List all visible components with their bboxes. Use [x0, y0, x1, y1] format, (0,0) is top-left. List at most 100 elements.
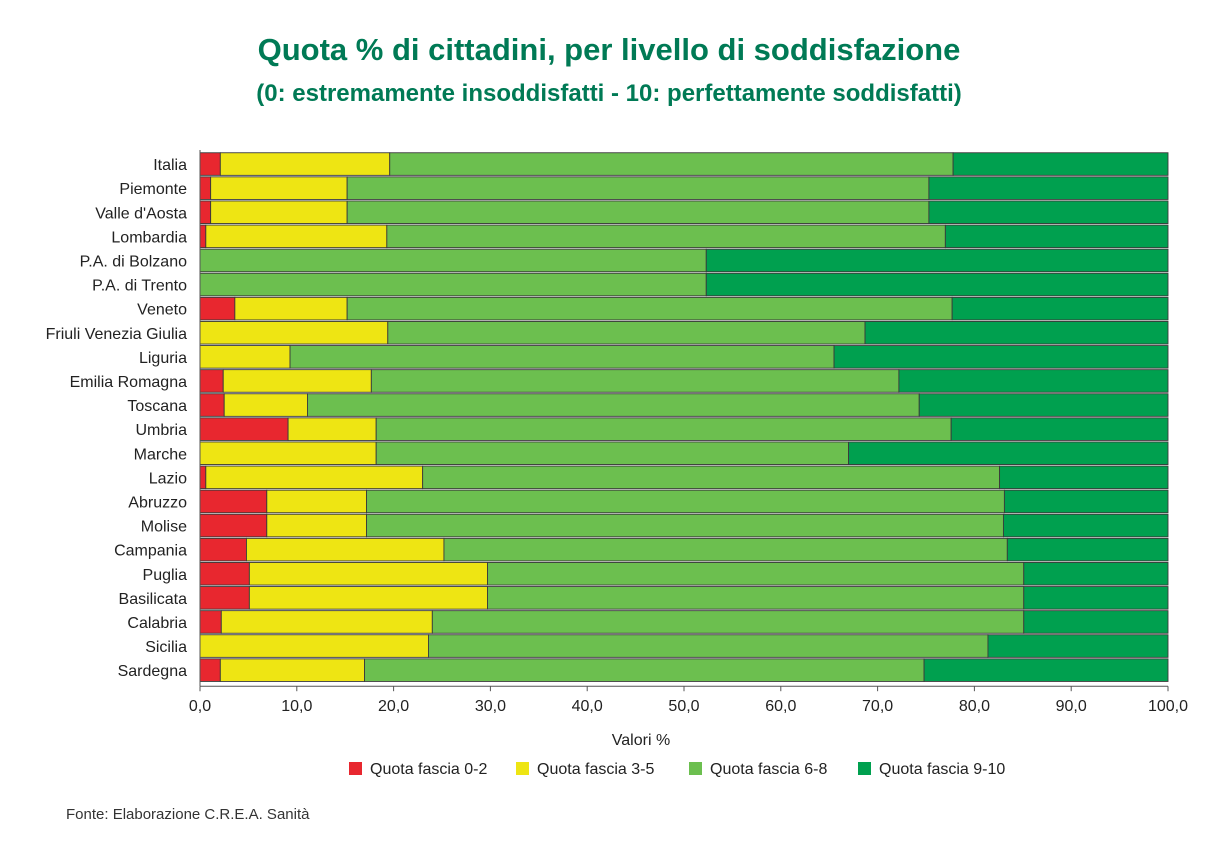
category-label: Lazio	[149, 470, 187, 487]
legend-label: Quota fascia 9-10	[879, 761, 1005, 778]
bar-marche-series-1	[199, 441, 377, 466]
bar-sicilia-series-3	[987, 634, 1169, 658]
x-tick-label: 100,0	[1148, 698, 1188, 715]
bar-valle-d-aosta-series-0	[199, 200, 212, 224]
bar-sardegna-series-0	[199, 658, 221, 682]
x-tick-label: 70,0	[862, 698, 893, 715]
bar-basilicata-series-0	[199, 586, 250, 610]
chart-subtitle: (0: estremamente insoddisfatti - 10: per…	[256, 80, 962, 107]
bar-sardegna-series-1	[219, 658, 366, 682]
category-label: Marche	[134, 446, 187, 463]
bar-puglia-series-1	[248, 562, 488, 586]
bar-lombardia-series-0	[199, 224, 207, 249]
x-tick-label: 50,0	[668, 698, 699, 715]
bar-lazio-series-2	[422, 465, 1001, 490]
bar-campania-series-1	[246, 537, 445, 562]
x-tick-label: 80,0	[959, 698, 990, 715]
bar-lazio-series-0	[199, 465, 207, 490]
bar-veneto-series-2	[346, 296, 953, 321]
bars-group	[199, 152, 1169, 682]
bar-abruzzo-series-1	[266, 489, 367, 514]
bar-sardegna-series-2	[364, 658, 925, 682]
category-label: Italia	[153, 157, 187, 174]
bar-umbria-series-0	[199, 417, 289, 441]
bar-toscana-series-1	[223, 393, 308, 417]
bar-emilia-romagna-series-3	[898, 369, 1169, 393]
bar-abruzzo-series-3	[1003, 489, 1169, 514]
bar-p-a-di-bolzano-series-3	[705, 248, 1169, 273]
bar-molise-series-1	[266, 513, 367, 538]
legend-label: Quota fascia 0-2	[370, 761, 488, 778]
bar-molise-series-2	[366, 513, 1004, 538]
bar-friuli-venezia-giulia-series-1	[199, 321, 389, 345]
bar-toscana-series-2	[307, 393, 920, 417]
category-label: P.A. di Bolzano	[80, 253, 187, 270]
bar-campania-series-3	[1006, 537, 1169, 562]
bar-italia-series-3	[952, 152, 1169, 176]
bar-liguria-series-1	[199, 345, 291, 369]
bar-liguria-series-2	[289, 345, 835, 369]
x-axis: 0,0 10,0 20,0 30,0 40,0 50,0 60,0 70,0 80,0 90,0 1…	[189, 150, 1188, 715]
x-tick-label: 10,0	[281, 698, 312, 715]
bar-basilicata-series-2	[487, 586, 1025, 610]
bar-campania-series-0	[199, 537, 247, 562]
bar-toscana-series-0	[199, 393, 225, 417]
bar-emilia-romagna-series-1	[222, 369, 372, 393]
bar-puglia-series-2	[487, 562, 1025, 586]
legend: Quota fascia 0-2 Quota fascia 3-5 Quota fa…	[349, 761, 1005, 778]
category-label: Lombardia	[111, 229, 187, 246]
bar-p-a-di-bolzano-series-2	[199, 248, 707, 273]
bar-abruzzo-series-0	[199, 489, 268, 514]
category-label: Calabria	[127, 615, 187, 632]
bar-lazio-series-3	[999, 465, 1169, 490]
category-label: Umbria	[135, 422, 187, 439]
bar-sicilia-series-2	[428, 634, 989, 658]
category-label: Basilicata	[119, 591, 188, 608]
x-tick-label: 90,0	[1056, 698, 1087, 715]
category-labels: Italia Piemonte Valle d'Aosta Lombardia P.A.…	[46, 157, 188, 680]
bar-calabria-series-2	[431, 610, 1025, 634]
bar-italia-series-1	[219, 152, 391, 176]
bar-umbria-series-1	[287, 417, 377, 441]
bar-emilia-romagna-series-2	[370, 369, 900, 393]
category-label: Liguria	[139, 350, 187, 367]
bar-basilicata-series-3	[1023, 586, 1169, 610]
bar-piemonte-series-2	[346, 176, 930, 200]
bar-valle-d-aosta-series-2	[346, 200, 930, 224]
bar-umbria-series-3	[950, 417, 1169, 441]
category-label: Puglia	[143, 567, 188, 584]
legend-swatch	[516, 762, 529, 775]
x-tick-label: 60,0	[765, 698, 796, 715]
bar-abruzzo-series-2	[366, 489, 1005, 514]
category-label: Abruzzo	[128, 494, 187, 511]
bar-molise-series-0	[199, 513, 268, 538]
bar-friuli-venezia-giulia-series-2	[387, 321, 866, 345]
bar-lombardia-series-3	[944, 224, 1169, 249]
bar-toscana-series-3	[918, 393, 1169, 417]
legend-label: Quota fascia 6-8	[710, 761, 828, 778]
x-tick-label: 0,0	[189, 698, 211, 715]
category-label: P.A. di Trento	[92, 278, 187, 295]
x-tick-label: 20,0	[378, 698, 409, 715]
bar-sardegna-series-3	[923, 658, 1169, 682]
bar-basilicata-series-1	[248, 586, 488, 610]
x-axis-label: Valori %	[612, 732, 670, 749]
bar-marche-series-3	[848, 441, 1169, 466]
bar-campania-series-2	[443, 537, 1008, 562]
bar-lombardia-series-2	[386, 224, 946, 249]
bar-puglia-series-3	[1023, 562, 1169, 586]
category-label: Piemonte	[119, 181, 187, 198]
source-note: Fonte: Elaborazione C.R.E.A. Sanità	[66, 806, 310, 823]
bar-italia-series-2	[389, 152, 954, 176]
bar-umbria-series-2	[375, 417, 952, 441]
bar-calabria-series-1	[220, 610, 433, 634]
bar-liguria-series-3	[833, 345, 1169, 369]
bar-marche-series-2	[375, 441, 850, 466]
bar-puglia-series-0	[199, 562, 250, 586]
bar-calabria-series-0	[199, 610, 222, 634]
category-label: Sardegna	[118, 663, 187, 680]
bar-valle-d-aosta-series-1	[210, 200, 348, 224]
bar-lazio-series-1	[205, 465, 424, 490]
bar-emilia-romagna-series-0	[199, 369, 224, 393]
bar-piemonte-series-0	[199, 176, 212, 200]
